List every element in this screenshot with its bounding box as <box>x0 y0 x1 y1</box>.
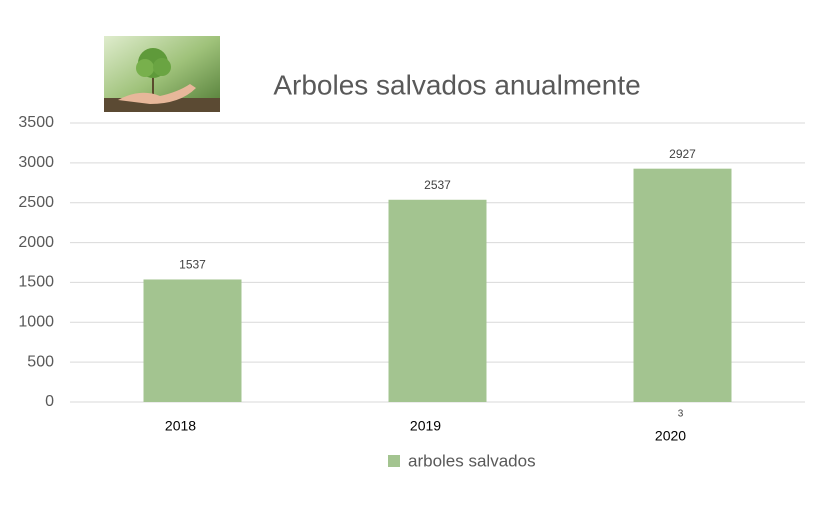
y-tick-label: 500 <box>27 353 54 370</box>
annotation: 3 <box>678 409 684 420</box>
y-tick-label: 3000 <box>18 154 54 171</box>
header-image <box>104 36 220 112</box>
x-tick-label: 2018 <box>165 418 196 434</box>
y-tick-label: 3500 <box>18 114 54 131</box>
data-label: 1537 <box>179 258 206 272</box>
x-tick-label: 2020 <box>655 428 686 444</box>
chart-title: Arboles salvados anualmente <box>273 69 640 100</box>
legend-label: arboles salvados <box>408 451 536 470</box>
y-tick-label: 2500 <box>18 194 54 211</box>
y-tick-label: 1500 <box>18 274 54 291</box>
legend-swatch <box>388 455 400 467</box>
x-tick-label: 2019 <box>410 418 441 434</box>
bar <box>633 168 732 402</box>
data-label: 2537 <box>424 178 451 192</box>
y-tick-label: 0 <box>45 393 54 410</box>
bar <box>388 199 487 402</box>
data-label: 2927 <box>669 147 696 161</box>
y-tick-label: 1000 <box>18 314 54 331</box>
bar <box>143 279 242 402</box>
y-tick-label: 2000 <box>18 234 54 251</box>
